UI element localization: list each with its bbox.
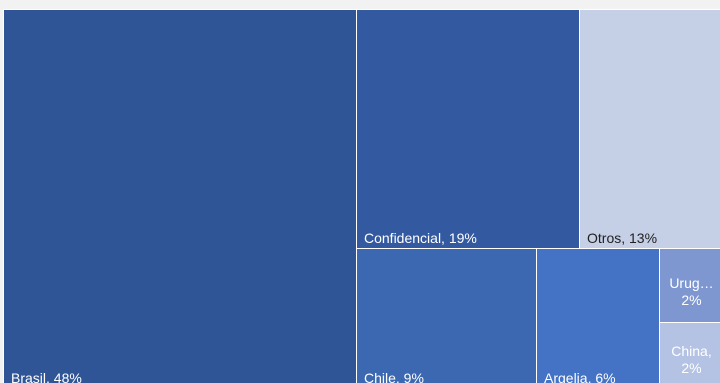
tile-label-brasil: Brasil, 48% <box>11 370 82 383</box>
tile-label-china: China, 2% <box>671 343 712 376</box>
tile-label-argelia: Argelia, 6% <box>544 370 616 383</box>
tile-uruguay: Urug… 2% <box>659 248 720 323</box>
tile-label-otros: Otros, 13% <box>587 230 658 246</box>
tile-china: China, 2% <box>659 322 720 383</box>
tile-otros: Otros, 13% <box>579 9 720 249</box>
tile-label-confidencial: Confidencial, 19% <box>364 230 477 246</box>
tile-brasil: Brasil, 48% <box>3 9 357 383</box>
tile-label-uruguay: Urug… 2% <box>669 275 714 308</box>
tile-confidencial: Confidencial, 19% <box>356 9 580 249</box>
tile-label-chile: Chile, 9% <box>364 370 424 383</box>
tile-argelia: Argelia, 6% <box>536 248 660 383</box>
tile-chile: Chile, 9% <box>356 248 537 383</box>
